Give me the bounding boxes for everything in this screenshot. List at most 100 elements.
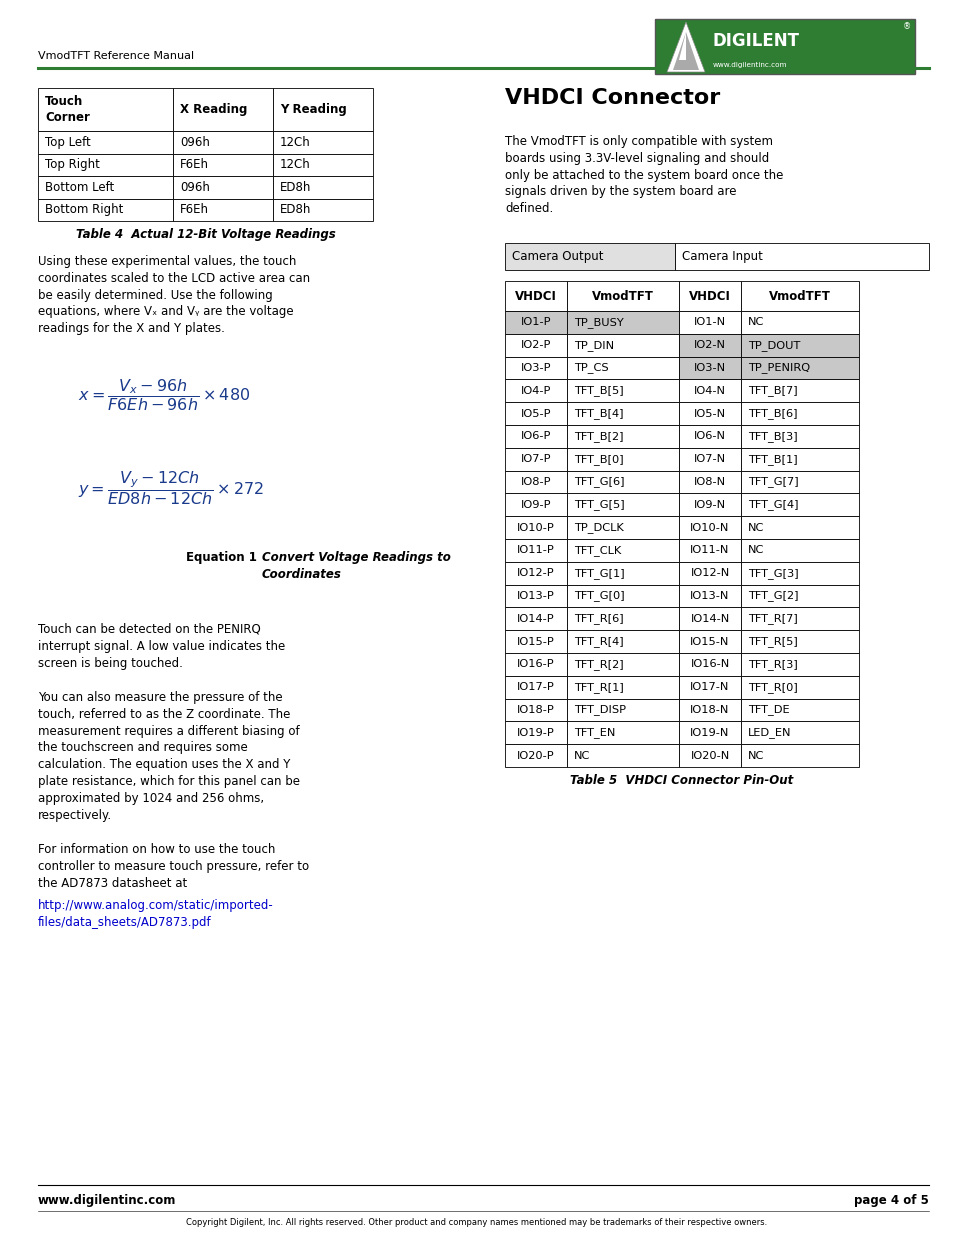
- Text: IO7-N: IO7-N: [693, 454, 725, 464]
- Text: Equation 1: Equation 1: [186, 551, 261, 564]
- Bar: [172, 88, 273, 131]
- Text: IO13-N: IO13-N: [690, 592, 729, 601]
- Text: For information on how to use the touch
controller to measure touch pressure, re: For information on how to use the touch …: [38, 844, 309, 889]
- Bar: [740, 357, 858, 379]
- Text: IO18-N: IO18-N: [690, 705, 729, 715]
- Text: 096h: 096h: [180, 136, 210, 148]
- Text: IO10-N: IO10-N: [690, 522, 729, 532]
- Text: IO4-P: IO4-P: [520, 385, 551, 395]
- Bar: [566, 403, 679, 425]
- Bar: [566, 516, 679, 538]
- Text: IO16-P: IO16-P: [517, 659, 555, 669]
- Bar: [172, 177, 273, 199]
- Text: NC: NC: [747, 317, 763, 327]
- Bar: [566, 448, 679, 471]
- Text: TFT_G[1]: TFT_G[1]: [574, 568, 624, 579]
- Text: IO6-P: IO6-P: [520, 431, 551, 441]
- Text: X Reading: X Reading: [180, 103, 247, 116]
- Text: IO8-P: IO8-P: [520, 477, 551, 487]
- Bar: [679, 471, 740, 494]
- Text: VmodTFT: VmodTFT: [592, 289, 653, 303]
- Text: TP_DCLK: TP_DCLK: [574, 522, 623, 534]
- Text: TFT_R[7]: TFT_R[7]: [747, 614, 797, 624]
- Bar: [172, 131, 273, 153]
- Text: IO19-N: IO19-N: [690, 727, 729, 737]
- Bar: [566, 379, 679, 403]
- Text: IO11-N: IO11-N: [690, 546, 729, 556]
- Text: TP_BUSY: TP_BUSY: [574, 317, 623, 327]
- Bar: [655, 19, 914, 74]
- Text: Camera Input: Camera Input: [680, 249, 761, 263]
- Bar: [172, 199, 273, 221]
- Bar: [566, 721, 679, 745]
- Bar: [740, 494, 858, 516]
- Text: DIGILENT: DIGILENT: [712, 32, 800, 49]
- Bar: [740, 282, 858, 311]
- Bar: [679, 448, 740, 471]
- Bar: [679, 584, 740, 608]
- Text: NC: NC: [574, 751, 590, 761]
- Text: IO5-N: IO5-N: [693, 409, 725, 419]
- Bar: [504, 608, 566, 630]
- Text: VHDCI: VHDCI: [688, 289, 730, 303]
- Bar: [679, 538, 740, 562]
- Bar: [504, 699, 566, 721]
- Bar: [504, 745, 566, 767]
- Bar: [504, 494, 566, 516]
- Bar: [566, 608, 679, 630]
- Bar: [740, 608, 858, 630]
- Bar: [566, 538, 679, 562]
- Bar: [679, 425, 740, 448]
- Text: 096h: 096h: [180, 180, 210, 194]
- Text: ®: ®: [902, 22, 910, 31]
- Text: IO18-P: IO18-P: [517, 705, 555, 715]
- Bar: [504, 333, 566, 357]
- Bar: [740, 676, 858, 699]
- Bar: [566, 676, 679, 699]
- Text: TFT_B[5]: TFT_B[5]: [574, 385, 623, 396]
- Text: TFT_B[2]: TFT_B[2]: [574, 431, 623, 442]
- Text: TFT_B[4]: TFT_B[4]: [574, 408, 623, 419]
- Text: NC: NC: [747, 546, 763, 556]
- Text: VmodTFT Reference Manual: VmodTFT Reference Manual: [38, 51, 193, 61]
- Text: Touch can be detected on the PENIRQ
interrupt signal. A low value indicates the
: Touch can be detected on the PENIRQ inte…: [38, 622, 285, 669]
- Text: TFT_B[1]: TFT_B[1]: [747, 453, 797, 464]
- Bar: [504, 562, 566, 584]
- Text: IO3-P: IO3-P: [520, 363, 551, 373]
- Text: Bottom Left: Bottom Left: [45, 180, 114, 194]
- Text: IO11-P: IO11-P: [517, 546, 555, 556]
- Bar: [566, 425, 679, 448]
- Text: TFT_B[3]: TFT_B[3]: [747, 431, 797, 442]
- Text: IO9-N: IO9-N: [693, 500, 725, 510]
- Bar: [566, 745, 679, 767]
- Bar: [504, 311, 566, 333]
- Bar: [38, 177, 172, 199]
- Text: VHDCI Connector: VHDCI Connector: [504, 88, 720, 107]
- Bar: [566, 699, 679, 721]
- Text: IO3-N: IO3-N: [693, 363, 725, 373]
- Text: IO2-P: IO2-P: [520, 340, 551, 351]
- Text: Convert Voltage Readings to
Coordinates: Convert Voltage Readings to Coordinates: [261, 551, 450, 580]
- Text: TFT_EN: TFT_EN: [574, 727, 615, 739]
- Bar: [504, 425, 566, 448]
- Bar: [566, 471, 679, 494]
- Text: ED8h: ED8h: [280, 204, 311, 216]
- Text: IO12-P: IO12-P: [517, 568, 555, 578]
- Bar: [679, 357, 740, 379]
- Bar: [504, 538, 566, 562]
- Text: TFT_R[3]: TFT_R[3]: [747, 659, 797, 669]
- Text: IO12-N: IO12-N: [690, 568, 729, 578]
- Bar: [740, 403, 858, 425]
- Text: TP_DIN: TP_DIN: [574, 340, 614, 351]
- Bar: [679, 333, 740, 357]
- Text: Table 4  Actual 12-Bit Voltage Readings: Table 4 Actual 12-Bit Voltage Readings: [75, 228, 335, 241]
- Bar: [38, 131, 172, 153]
- Bar: [740, 448, 858, 471]
- Bar: [504, 584, 566, 608]
- Bar: [740, 745, 858, 767]
- Polygon shape: [666, 22, 704, 72]
- Text: IO20-P: IO20-P: [517, 751, 555, 761]
- Text: NC: NC: [747, 522, 763, 532]
- Bar: [566, 494, 679, 516]
- Text: IO4-N: IO4-N: [693, 385, 725, 395]
